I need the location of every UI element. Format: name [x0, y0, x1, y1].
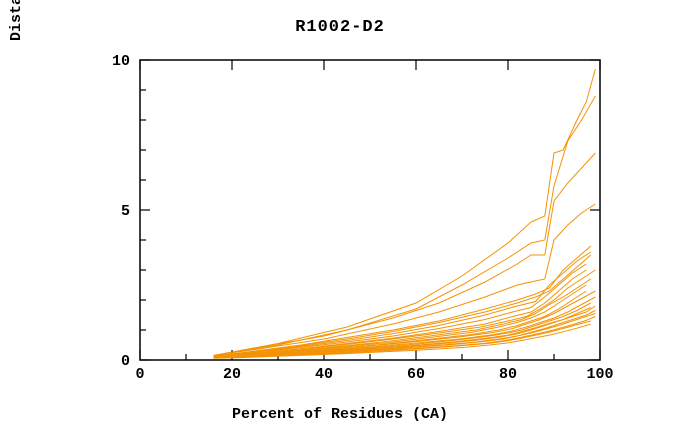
x-tick-label-5: 100 [586, 366, 613, 383]
model-trace-model_4[interactable] [214, 204, 596, 356]
chart-container: R1002-D2 Distance Cutoff, A Percent of R… [0, 0, 680, 440]
x-axis-label: Percent of Residues (CA) [140, 406, 540, 423]
plot-area: 0 20 40 60 80 100 0 5 10 [140, 60, 600, 360]
y-tick-label-2: 10 [112, 53, 130, 70]
model-trace-model_9[interactable] [214, 270, 587, 357]
plot-svg [140, 60, 600, 360]
y-tick-label-1: 5 [121, 203, 130, 220]
x-tick-label-4: 80 [499, 366, 517, 383]
x-tick-label-0: 0 [135, 366, 144, 383]
x-tick-label-2: 40 [315, 366, 333, 383]
y-axis-label: Distance Cutoff, A [8, 0, 25, 110]
x-major-ticks-top [140, 60, 600, 70]
data-lines-group[interactable] [214, 69, 596, 358]
chart-title: R1002-D2 [0, 18, 680, 37]
x-tick-label-1: 20 [223, 366, 241, 383]
y-major-ticks [140, 60, 150, 360]
y-tick-label-0: 0 [121, 353, 130, 370]
x-tick-label-3: 60 [407, 366, 425, 383]
model-trace-model_2[interactable] [214, 96, 596, 356]
